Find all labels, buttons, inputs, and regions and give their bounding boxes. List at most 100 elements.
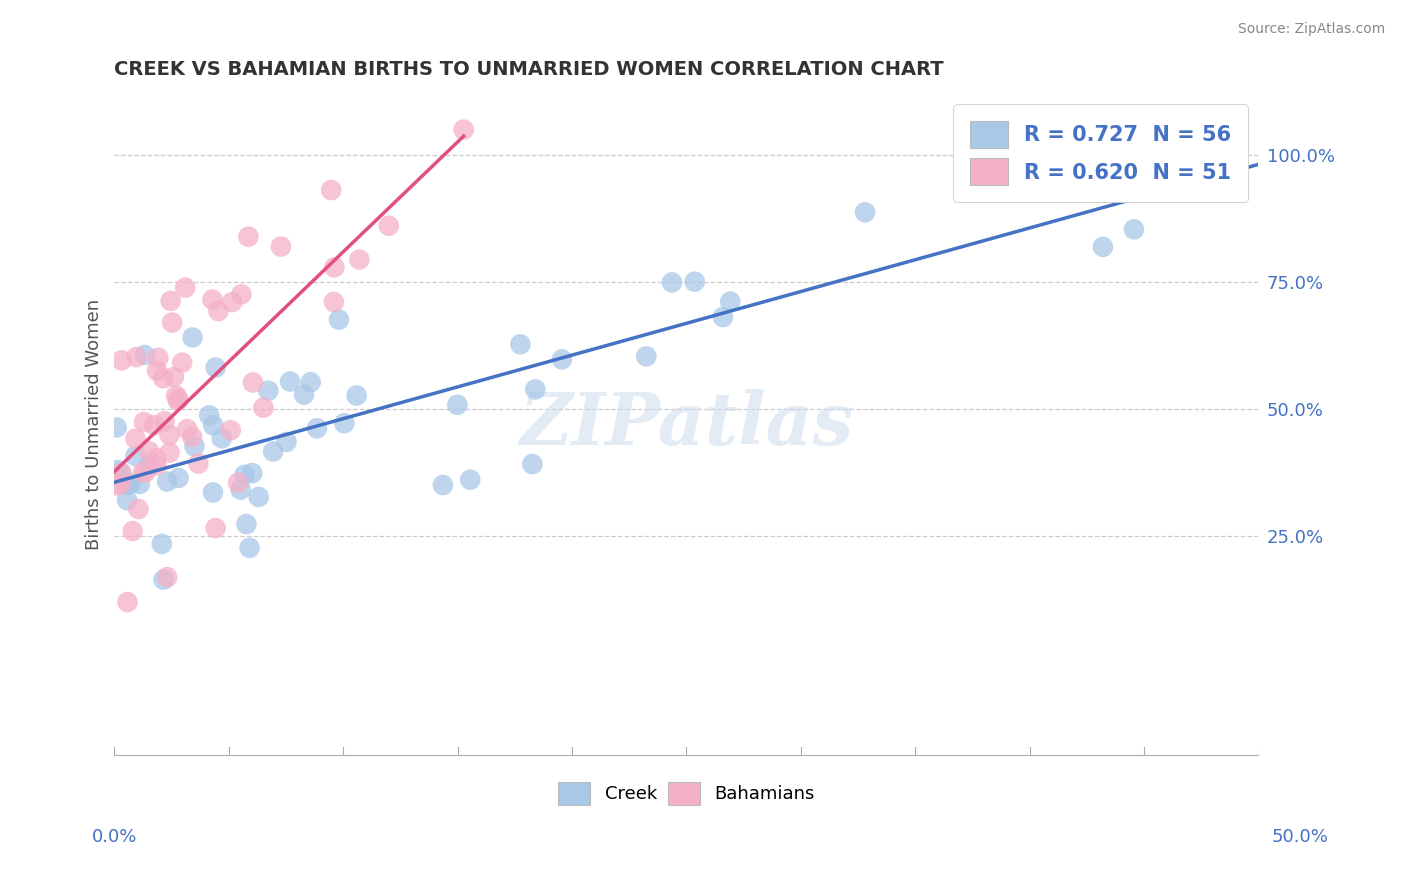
- Point: [110, 466, 132, 480]
- Point: [128, 476, 150, 491]
- Point: [242, 376, 264, 390]
- Point: [718, 294, 741, 309]
- Point: [240, 466, 263, 480]
- Point: [187, 457, 209, 471]
- Point: [551, 352, 574, 367]
- Point: [207, 304, 229, 318]
- Point: [1199, 182, 1222, 196]
- Point: [124, 432, 146, 446]
- Point: [150, 537, 173, 551]
- Text: Source: ZipAtlas.com: Source: ZipAtlas.com: [1237, 22, 1385, 37]
- Point: [231, 287, 253, 301]
- Point: [159, 445, 181, 459]
- Point: [111, 353, 134, 368]
- Point: [201, 293, 224, 307]
- Point: [165, 389, 187, 403]
- Point: [238, 541, 260, 555]
- Point: [134, 348, 156, 362]
- Point: [204, 521, 226, 535]
- Point: [160, 316, 183, 330]
- Point: [321, 183, 343, 197]
- Point: [148, 351, 170, 365]
- Point: [127, 502, 149, 516]
- Point: [156, 570, 179, 584]
- Point: [120, 476, 142, 491]
- Point: [163, 370, 186, 384]
- Point: [181, 330, 204, 344]
- Point: [226, 475, 249, 490]
- Point: [257, 384, 280, 398]
- Point: [509, 337, 531, 351]
- Point: [522, 457, 544, 471]
- Point: [105, 478, 128, 492]
- Point: [204, 360, 226, 375]
- Point: [221, 295, 243, 310]
- Point: [238, 229, 260, 244]
- Point: [262, 444, 284, 458]
- Point: [292, 387, 315, 401]
- Point: [1123, 222, 1146, 236]
- Point: [146, 363, 169, 377]
- Point: [105, 420, 128, 434]
- Point: [1146, 172, 1168, 186]
- Point: [432, 478, 454, 492]
- Text: CREEK VS BAHAMIAN BIRTHS TO UNMARRIED WOMEN CORRELATION CHART: CREEK VS BAHAMIAN BIRTHS TO UNMARRIED WO…: [114, 60, 943, 78]
- Point: [636, 350, 658, 364]
- Point: [110, 477, 132, 491]
- Point: [219, 423, 242, 437]
- Point: [1090, 181, 1112, 195]
- Point: [125, 350, 148, 364]
- Point: [121, 524, 143, 538]
- Point: [201, 485, 224, 500]
- Point: [152, 371, 174, 385]
- Point: [1091, 240, 1114, 254]
- Point: [156, 475, 179, 489]
- Point: [853, 205, 876, 219]
- Point: [235, 516, 257, 531]
- Point: [349, 252, 371, 267]
- Point: [138, 444, 160, 458]
- Point: [278, 375, 301, 389]
- Text: ZIPatlas: ZIPatlas: [519, 389, 853, 460]
- Point: [176, 422, 198, 436]
- Point: [117, 478, 139, 492]
- Point: [322, 295, 344, 310]
- Point: [378, 219, 401, 233]
- Point: [252, 401, 274, 415]
- Point: [458, 473, 481, 487]
- Point: [683, 275, 706, 289]
- Point: [346, 388, 368, 402]
- Y-axis label: Births to Unmarried Women: Births to Unmarried Women: [86, 299, 103, 550]
- Point: [159, 293, 181, 308]
- Point: [183, 439, 205, 453]
- Point: [174, 281, 197, 295]
- Text: 50.0%: 50.0%: [1272, 828, 1329, 846]
- Point: [167, 392, 190, 406]
- Legend: Creek, Bahamians: Creek, Bahamians: [551, 774, 823, 812]
- Point: [181, 430, 204, 444]
- Point: [446, 398, 468, 412]
- Point: [134, 465, 156, 479]
- Point: [333, 416, 356, 430]
- Point: [143, 418, 166, 433]
- Point: [711, 310, 734, 324]
- Point: [145, 451, 167, 466]
- Point: [159, 427, 181, 442]
- Point: [124, 449, 146, 463]
- Point: [305, 421, 328, 435]
- Point: [270, 239, 292, 253]
- Point: [202, 418, 225, 433]
- Point: [233, 467, 256, 482]
- Point: [105, 463, 128, 477]
- Point: [247, 490, 270, 504]
- Point: [172, 356, 194, 370]
- Point: [453, 122, 475, 136]
- Point: [153, 414, 176, 428]
- Point: [110, 466, 132, 480]
- Point: [211, 431, 233, 445]
- Point: [117, 595, 139, 609]
- Point: [323, 260, 346, 275]
- Point: [661, 276, 683, 290]
- Point: [115, 493, 138, 508]
- Point: [132, 465, 155, 479]
